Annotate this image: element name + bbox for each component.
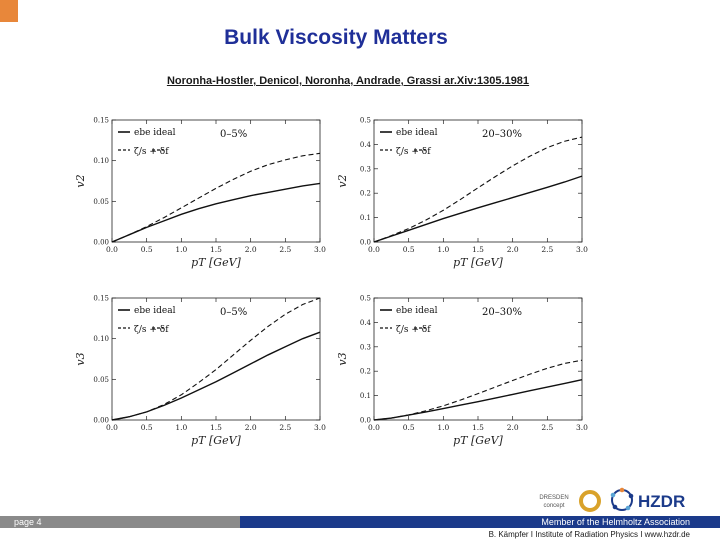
dresden-text: DRESDEN [539, 495, 568, 501]
centrality-label: 20–30% [482, 129, 522, 140]
legend-viscous-label: ζ/s + δf [396, 147, 431, 157]
x-tick-label: 0.0 [106, 423, 118, 432]
x-tick-label: 1.0 [437, 245, 449, 254]
legend-viscous-label: ζ/s + δf [396, 325, 431, 335]
y-tick-label: 0.10 [93, 157, 109, 165]
x-tick-label: 0.5 [403, 245, 415, 254]
x-tick-label: 3.0 [314, 423, 326, 432]
centrality-label: 0–5% [220, 129, 247, 140]
x-tick-label: 0.5 [141, 245, 153, 254]
legend-viscous-label: ζ/s + δf [134, 325, 169, 335]
x-tick-label: 3.0 [314, 245, 326, 254]
y-axis-label: v3 [74, 352, 87, 365]
x-tick-label: 1.0 [175, 423, 187, 432]
y-tick-label: 0.0 [360, 239, 371, 247]
figure-grid: 0.0 0.5 1.0 1.5 2.0 2.5 3.0 0.00 0.05 0.10 0.15 pT … [70, 110, 590, 465]
slide-title: Bulk Viscosity Matters [224, 26, 448, 49]
x-tick-label: 0.0 [106, 245, 118, 254]
x-tick-label: 1.5 [472, 245, 484, 254]
legend-ideal-label: ebe ideal [134, 306, 176, 316]
footer-gray-bar [0, 516, 240, 528]
y-tick-label: 0.15 [93, 295, 109, 303]
series-viscous-line [111, 152, 321, 243]
hzdr-wordmark: HZDR [638, 492, 685, 511]
x-tick-label: 2.5 [279, 423, 291, 432]
y-tick-label: 0.5 [360, 295, 371, 303]
y-tick-label: 0.15 [93, 117, 109, 125]
y-tick-label: 0.4 [360, 319, 372, 327]
x-tick-label: 0.0 [368, 245, 380, 254]
x-tick-label: 3.0 [576, 423, 588, 432]
y-tick-label: 0.1 [360, 214, 371, 222]
series-ideal-line [373, 379, 583, 421]
x-tick-label: 2.5 [541, 245, 553, 254]
y-tick-label: 0.00 [93, 417, 109, 425]
x-tick-label: 1.0 [437, 423, 449, 432]
x-tick-label: 1.5 [210, 423, 222, 432]
y-axis-label: v2 [336, 174, 349, 187]
legend-ideal-label: ebe ideal [396, 306, 438, 316]
series-viscous-line [111, 297, 321, 421]
y-tick-label: 0.2 [360, 190, 371, 198]
footer-credits: B. Kämpfer I Institute of Radiation Phys… [488, 530, 690, 539]
concept-text: concept [543, 503, 564, 509]
series-viscous-line [373, 359, 583, 421]
dresden-concept-logo: DRESDEN concept [539, 490, 601, 512]
y-axis-label: v3 [336, 352, 349, 365]
legend-viscous-label: ζ/s + δf [134, 147, 169, 157]
x-tick-label: 2.0 [245, 245, 257, 254]
x-tick-label: 1.0 [175, 245, 187, 254]
y-tick-label: 0.1 [360, 392, 371, 400]
reference-citation[interactable]: Noronha-Hostler, Denicol, Noronha, Andra… [166, 75, 530, 87]
page-number: page 4 [14, 517, 42, 527]
series-ideal-line [111, 331, 321, 421]
chart-v3-central: 0.0 0.5 1.0 1.5 2.0 2.5 3.0 0.00 0.05 0.10 0.15 pT … [74, 295, 326, 448]
footer-blue-bar [240, 516, 720, 528]
dresden-ring-icon [579, 490, 601, 512]
x-tick-label: 0.0 [368, 423, 380, 432]
hzdr-logo: HZDR [610, 487, 685, 511]
y-axis-label: v2 [74, 174, 87, 187]
x-tick-label: 1.5 [472, 423, 484, 432]
plot-frame [111, 119, 321, 243]
x-tick-label: 2.0 [245, 423, 257, 432]
y-tick-label: 0.3 [360, 165, 371, 173]
x-tick-label: 2.0 [507, 423, 519, 432]
x-tick-label: 2.0 [507, 245, 519, 254]
y-tick-label: 0.0 [360, 417, 371, 425]
series-ideal-line [373, 175, 583, 243]
helmholtz-member-text: Member of the Helmholtz Association [541, 517, 690, 527]
chart-v2-central: 0.0 0.5 1.0 1.5 2.0 2.5 3.0 0.00 0.05 0.10 0.15 pT … [74, 117, 326, 270]
x-axis-label: pT [GeV] [191, 434, 241, 447]
series-ideal-line [111, 182, 321, 243]
x-tick-label: 1.5 [210, 245, 222, 254]
chart-v2-midcentral: 0.0 0.5 1.0 1.5 2.0 2.5 3.0 0.0 0.1 0.2 0.3 0.4 0.5 p… [336, 117, 588, 270]
x-axis-label: pT [GeV] [453, 256, 503, 269]
y-tick-label: 0.3 [360, 343, 371, 351]
legend-ideal-label: ebe ideal [396, 128, 438, 138]
x-axis-label: pT [GeV] [453, 434, 503, 447]
x-tick-label: 0.5 [141, 423, 153, 432]
y-tick-label: 0.2 [360, 368, 371, 376]
centrality-label: 20–30% [482, 307, 522, 318]
centrality-label: 0–5% [220, 307, 247, 318]
y-tick-label: 0.5 [360, 117, 371, 125]
y-tick-label: 0.10 [93, 335, 109, 343]
y-tick-label: 0.4 [360, 141, 372, 149]
y-tick-label: 0.05 [93, 376, 109, 384]
x-tick-label: 2.5 [279, 245, 291, 254]
chart-v3-midcentral: 0.0 0.5 1.0 1.5 2.0 2.5 3.0 0.0 0.1 0.2 0.3 0.4 0.5 p… [336, 295, 588, 448]
x-tick-label: 2.5 [541, 423, 553, 432]
plot-frame [373, 119, 583, 243]
x-tick-label: 0.5 [403, 423, 415, 432]
plot-frame [111, 297, 321, 421]
legend-ideal-label: ebe ideal [134, 128, 176, 138]
y-tick-label: 0.05 [93, 198, 109, 206]
y-tick-label: 0.00 [93, 239, 109, 247]
x-tick-label: 3.0 [576, 245, 588, 254]
x-axis-label: pT [GeV] [191, 256, 241, 269]
accent-corner [0, 0, 18, 22]
